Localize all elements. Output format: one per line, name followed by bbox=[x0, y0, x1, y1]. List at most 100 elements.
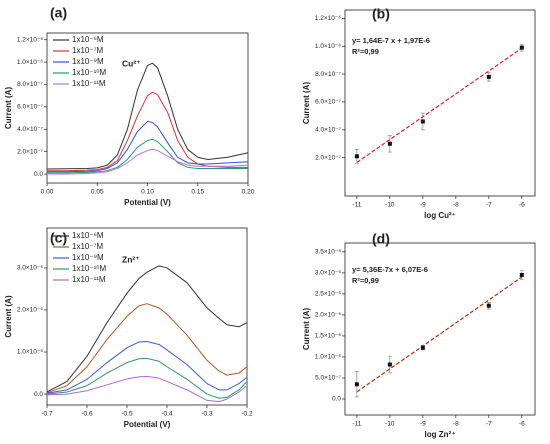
y-tick-label: 1.5×10⁻⁶ bbox=[315, 333, 341, 340]
series-line bbox=[46, 62, 249, 170]
x-tick-label: 0.10 bbox=[141, 189, 154, 196]
y-tick-label: 1.2×10⁻⁶ bbox=[315, 15, 341, 22]
x-tick-label: -0.4 bbox=[161, 411, 173, 418]
legend-label: 1x10⁻⁶M bbox=[72, 35, 104, 44]
data-point bbox=[486, 74, 491, 79]
panel: (b) -11 -10 -9 -8 -7 -6 2.0×10⁻⁷ 4.0×10⁻⁷ 6.0×10⁻… bbox=[302, 6, 536, 220]
plot-frame bbox=[344, 242, 536, 416]
panel: (d) -11 -10 -9 -8 -7 -6 0.0 5.0×10⁻⁷ 1.0×10⁻⁶ 1.5×… bbox=[302, 231, 536, 439]
x-tick-label: -0.6 bbox=[81, 411, 93, 418]
y-tick-label: 2.0×10⁻⁷ bbox=[315, 154, 341, 161]
legend-label: 1x10⁻⁷M bbox=[72, 242, 103, 251]
y-tick-label: 1.0×10⁻⁶ bbox=[17, 59, 43, 66]
y-axis-label: Current (A) bbox=[4, 295, 13, 338]
annotation: Zn²⁺ bbox=[122, 254, 140, 264]
y-tick-label: 6.0×10⁻⁷ bbox=[17, 104, 43, 111]
series-line bbox=[46, 303, 248, 394]
fit-line bbox=[356, 276, 523, 393]
x-axis-label: log Cu²⁺ bbox=[424, 211, 456, 220]
y-tick-label: 8.0×10⁻⁷ bbox=[315, 71, 341, 78]
x-tick-label: -10 bbox=[385, 421, 395, 428]
y-tick-label: 3.0×10⁻⁶ bbox=[315, 270, 341, 277]
x-tick-label: -8 bbox=[453, 202, 459, 209]
legend-label: 1x10⁻¹¹M bbox=[72, 275, 106, 284]
r-squared: R²=0,99 bbox=[352, 276, 379, 285]
data-point bbox=[420, 119, 425, 124]
series-line bbox=[47, 148, 249, 175]
x-tick-label: -7 bbox=[486, 421, 492, 428]
series-line bbox=[47, 138, 248, 174]
x-tick-label: 0.00 bbox=[41, 189, 54, 196]
r-squared: R²=0,99 bbox=[352, 47, 379, 56]
plot-frame bbox=[344, 9, 536, 197]
y-tick-label: 4.0×10⁻⁷ bbox=[17, 126, 43, 133]
x-tick-label: -0.5 bbox=[121, 411, 133, 418]
data-point bbox=[354, 382, 359, 387]
y-tick-label: 2.5×10⁻⁶ bbox=[315, 291, 341, 298]
data-point bbox=[354, 154, 359, 159]
panel: (a) 0.00 0.05 0.10 0.15 0.20 0.0 2.0×10⁻⁷ 4.0×10… bbox=[4, 5, 255, 207]
x-tick-label: -0.2 bbox=[241, 411, 253, 418]
data-point bbox=[387, 141, 392, 146]
legend-label: 1x10⁻⁷M bbox=[72, 46, 103, 55]
x-tick-label: -11 bbox=[352, 421, 361, 428]
equation: y= 5,36E-7x + 6,07E-6 bbox=[352, 265, 428, 274]
y-tick-label: 6.0×10⁻⁷ bbox=[315, 99, 341, 106]
series-line bbox=[47, 120, 249, 173]
series-line bbox=[46, 341, 248, 394]
y-tick-label: 3.0×10⁻⁶ bbox=[17, 265, 43, 272]
x-tick-label: -8 bbox=[453, 421, 459, 428]
x-tick-label: 0.05 bbox=[91, 189, 104, 196]
legend-label: 1x10⁻⁹M bbox=[72, 253, 104, 262]
x-tick-label: 0.15 bbox=[191, 189, 204, 196]
legend-label: 1x10⁻⁶M bbox=[72, 231, 104, 240]
data-point bbox=[519, 272, 524, 277]
annotation: Cu²⁺ bbox=[122, 58, 141, 68]
y-tick-label: 8.0×10⁻⁷ bbox=[17, 81, 43, 88]
panel: (c) -0.7 -0.6 -0.5 -0.4 -0.3 -0.2 0.0 1.0×10⁻⁶ 2.… bbox=[4, 227, 253, 429]
y-tick-label: 1.0×10⁻⁶ bbox=[17, 349, 43, 356]
data-point bbox=[420, 345, 425, 350]
x-axis-label: log Zn²⁺ bbox=[425, 430, 456, 439]
legend-label: 1x10⁻¹⁰M bbox=[72, 68, 106, 77]
y-axis-label: Current (A) bbox=[4, 87, 13, 130]
x-tick-label: -6 bbox=[519, 202, 525, 209]
series-line bbox=[46, 357, 248, 399]
legend-label: 1x10⁻¹⁰M bbox=[72, 264, 106, 273]
data-point bbox=[486, 303, 491, 308]
x-axis-label: Potential (V) bbox=[124, 420, 171, 429]
panel-label: (b) bbox=[372, 6, 390, 22]
y-tick-label: 2.0×10⁻⁷ bbox=[17, 148, 43, 155]
plot-frame bbox=[46, 227, 248, 406]
y-tick-label: 1.0×10⁻⁶ bbox=[315, 354, 341, 361]
y-tick-label: 2.0×10⁻⁶ bbox=[315, 312, 341, 319]
x-tick-label: -11 bbox=[352, 202, 361, 209]
series-line bbox=[46, 265, 248, 393]
x-axis-label: Potential (V) bbox=[124, 198, 171, 207]
y-tick-label: 0.0 bbox=[332, 396, 341, 403]
y-tick-label: 0.0 bbox=[34, 391, 43, 398]
x-tick-label: -0.3 bbox=[201, 411, 213, 418]
y-tick-label: 4.0×10⁻⁷ bbox=[315, 127, 341, 134]
plot-frame bbox=[46, 32, 249, 184]
series-line bbox=[46, 375, 248, 403]
x-tick-label: -0.7 bbox=[41, 411, 53, 418]
y-axis-label: Current (A) bbox=[302, 82, 311, 125]
x-tick-label: 0.20 bbox=[242, 189, 255, 196]
panel-label: (d) bbox=[372, 231, 390, 247]
legend-label: 1x10⁻⁹M bbox=[72, 57, 104, 66]
legend-label: 1x10⁻¹¹M bbox=[72, 79, 106, 88]
x-tick-label: -10 bbox=[385, 202, 395, 209]
panel-label: (c) bbox=[50, 230, 67, 246]
y-axis-label: Current (A) bbox=[302, 308, 311, 351]
y-tick-label: 2.0×10⁻⁶ bbox=[17, 307, 43, 314]
fit-line bbox=[356, 47, 523, 163]
x-tick-label: -7 bbox=[486, 202, 492, 209]
y-tick-label: 1.0×10⁻⁶ bbox=[315, 43, 341, 50]
data-point bbox=[519, 45, 524, 50]
x-tick-label: -6 bbox=[519, 421, 525, 428]
series-line bbox=[47, 91, 248, 172]
x-tick-label: -9 bbox=[420, 421, 426, 428]
y-tick-label: 0.0 bbox=[34, 171, 43, 178]
